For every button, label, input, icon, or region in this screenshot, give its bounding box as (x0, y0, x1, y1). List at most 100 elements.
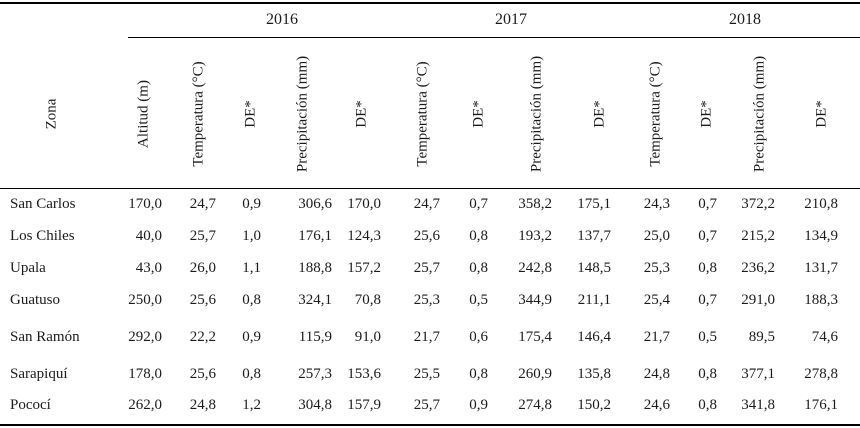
value-cell: 291,0 (741, 292, 775, 308)
value-cell: 0,8 (698, 260, 717, 276)
precipitacion-2016-header: Precipitación (mm) (294, 55, 311, 173)
zona-cell: Upala (10, 260, 46, 276)
value-cell: 358,2 (518, 196, 552, 212)
value-cell: 25,4 (643, 292, 670, 308)
value-cell: 137,7 (577, 228, 611, 244)
altitud-cell: 292,0 (128, 329, 162, 345)
precipitacion-2018-header: Precipitación (mm) (751, 55, 768, 173)
value-cell: 26,0 (189, 260, 216, 276)
value-cell: 74,6 (811, 329, 838, 345)
value-cell: 24,6 (643, 397, 670, 413)
value-cell: 153,6 (347, 366, 381, 382)
value-cell: 21,7 (413, 329, 440, 345)
value-cell: 25,6 (189, 366, 216, 382)
top-rule (0, 2, 860, 4)
value-cell: 25,7 (189, 228, 216, 244)
value-cell: 0,9 (469, 397, 488, 413)
value-cell: 175,1 (577, 196, 611, 212)
value-cell: 344,9 (518, 292, 552, 308)
value-cell: 0,5 (469, 292, 488, 308)
value-cell: 0,9 (242, 329, 261, 345)
header-bottom-rule (0, 188, 860, 189)
value-cell: 188,8 (298, 260, 332, 276)
value-cell: 0,7 (698, 228, 717, 244)
value-cell: 0,7 (469, 196, 488, 212)
value-cell: 175,4 (518, 329, 552, 345)
value-cell: 0,8 (698, 366, 717, 382)
value-cell: 89,5 (748, 329, 775, 345)
value-cell: 1,1 (242, 260, 261, 276)
value-cell: 176,1 (298, 228, 332, 244)
zona-cell: Pococí (10, 397, 51, 413)
value-cell: 150,2 (577, 397, 611, 413)
value-cell: 22,2 (189, 329, 216, 345)
value-cell: 25,6 (189, 292, 216, 308)
value-cell: 25,0 (643, 228, 670, 244)
value-cell: 170,0 (347, 196, 381, 212)
value-cell: 24,3 (643, 196, 670, 212)
value-cell: 124,3 (347, 228, 381, 244)
value-cell: 157,9 (347, 397, 381, 413)
value-cell: 25,3 (413, 292, 440, 308)
altitud-column-header: Altitud (m) (135, 80, 152, 148)
year-2016-heading: 2016 (266, 11, 298, 28)
value-cell: 25,7 (413, 397, 440, 413)
altitud-cell: 262,0 (128, 397, 162, 413)
value-cell: 0,8 (469, 366, 488, 382)
value-cell: 257,3 (298, 366, 332, 382)
value-cell: 377,1 (741, 366, 775, 382)
zona-cell: Guatuso (10, 292, 60, 308)
value-cell: 236,2 (741, 260, 775, 276)
value-cell: 21,7 (643, 329, 670, 345)
zona-cell: Sarapiquí (10, 366, 68, 382)
value-cell: 135,8 (577, 366, 611, 382)
zona-cell: San Carlos (10, 196, 76, 212)
temperatura-2016-header: Temperatura (°C) (190, 61, 207, 167)
value-cell: 0,7 (698, 196, 717, 212)
value-cell: 25,7 (413, 260, 440, 276)
value-cell: 146,4 (577, 329, 611, 345)
de-2016-precip-header: DE* (353, 100, 370, 128)
value-cell: 25,3 (643, 260, 670, 276)
year-2018-heading: 2018 (729, 11, 761, 28)
value-cell: 25,5 (413, 366, 440, 382)
value-cell: 188,3 (804, 292, 838, 308)
value-cell: 0,8 (469, 260, 488, 276)
value-cell: 24,7 (189, 196, 216, 212)
value-cell: 304,8 (298, 397, 332, 413)
value-cell: 24,8 (189, 397, 216, 413)
value-cell: 215,2 (741, 228, 775, 244)
value-cell: 242,8 (518, 260, 552, 276)
value-cell: 1,0 (242, 228, 261, 244)
de-2017-temp-header: DE* (470, 100, 487, 128)
value-cell: 372,2 (741, 196, 775, 212)
value-cell: 115,9 (298, 329, 332, 345)
value-cell: 157,2 (347, 260, 381, 276)
value-cell: 324,1 (298, 292, 332, 308)
zona-column-header: Zona (43, 98, 60, 130)
de-2017-precip-header: DE* (591, 100, 608, 128)
value-cell: 0,8 (242, 366, 261, 382)
de-2018-temp-header: DE* (698, 100, 715, 128)
value-cell: 131,7 (804, 260, 838, 276)
value-cell: 0,8 (242, 292, 261, 308)
value-cell: 274,8 (518, 397, 552, 413)
header-mid-rule (128, 37, 860, 38)
value-cell: 306,6 (298, 196, 332, 212)
value-cell: 1,2 (242, 397, 261, 413)
altitud-cell: 250,0 (128, 292, 162, 308)
value-cell: 176,1 (804, 397, 838, 413)
zona-cell: San Ramón (10, 329, 80, 345)
value-cell: 211,1 (577, 292, 611, 308)
value-cell: 278,8 (804, 366, 838, 382)
value-cell: 210,8 (804, 196, 838, 212)
value-cell: 0,8 (469, 228, 488, 244)
value-cell: 24,8 (643, 366, 670, 382)
value-cell: 0,5 (698, 329, 717, 345)
value-cell: 70,8 (354, 292, 381, 308)
altitud-cell: 178,0 (128, 366, 162, 382)
de-2016-temp-header: DE* (242, 100, 259, 128)
precipitacion-2017-header: Precipitación (mm) (528, 55, 545, 173)
zona-cell: Los Chiles (10, 228, 75, 244)
